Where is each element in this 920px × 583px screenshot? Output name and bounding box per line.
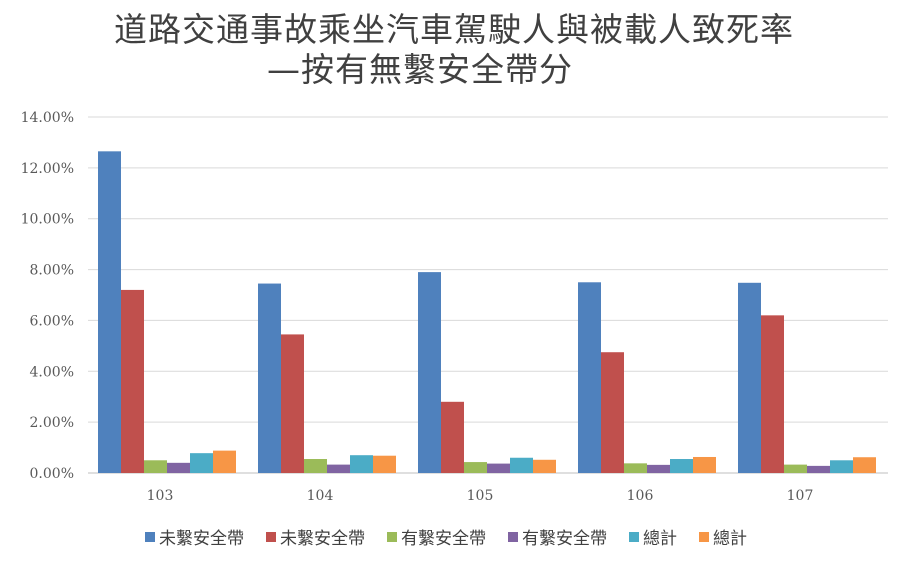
y-tick-label: 2.00%	[30, 415, 74, 431]
x-tick-label: 104	[307, 488, 334, 504]
x-tick-label: 106	[627, 488, 654, 504]
chart-title-main: 道路交通事故乘坐汽車駕駛人與被載人致死率	[114, 10, 794, 49]
bar-107-series-1	[738, 282, 761, 473]
legend-label: 總計	[643, 529, 677, 549]
chart-title: 道路交通事故乘坐汽車駕駛人與被載人致死率 —按有無繫安全帶分	[0, 10, 920, 90]
legend-label: 未繫安全帶	[280, 529, 365, 549]
chart-subtitle: —按有無繫安全帶分	[267, 50, 573, 89]
legend-swatch	[266, 531, 276, 542]
bar-106-series-3	[624, 463, 647, 473]
bar-103-series-3	[144, 460, 167, 473]
bar-105-series-6	[533, 459, 556, 473]
bar-105-series-2	[441, 401, 464, 473]
bar-104-series-2	[281, 334, 304, 473]
bar-103-series-5	[190, 453, 213, 473]
bar-106-series-2	[601, 352, 624, 473]
legend-label: 未繫安全帶	[159, 529, 244, 549]
x-tick-label: 103	[147, 488, 174, 504]
bar-107-series-5	[830, 460, 853, 473]
legend-label: 總計	[713, 529, 747, 549]
bar-105-series-4	[487, 463, 510, 473]
legend-item: 未繫安全帶	[266, 524, 365, 549]
chart-legend: 未繫安全帶 未繫安全帶 有繫安全帶 有繫安全帶 總計 總計	[145, 524, 769, 549]
bar-103-series-6	[213, 450, 236, 473]
y-tick-label: 10.00%	[21, 212, 74, 228]
bar-105-series-3	[464, 462, 487, 473]
legend-label: 有繫安全帶	[401, 529, 486, 549]
legend-item: 總計	[629, 524, 677, 549]
bar-104-series-4	[327, 464, 350, 473]
bar-107-series-6	[853, 457, 876, 473]
y-tick-label: 0.00%	[30, 466, 74, 482]
y-tick-label: 4.00%	[30, 364, 74, 380]
legend-item: 總計	[699, 524, 747, 549]
legend-label: 有繫安全帶	[522, 529, 607, 549]
bar-107-series-3	[784, 464, 807, 473]
legend-item: 未繫安全帶	[145, 524, 244, 549]
legend-swatch	[508, 531, 518, 542]
bar-104-series-3	[304, 459, 327, 473]
bar-107-series-4	[807, 465, 830, 473]
legend-swatch	[629, 531, 639, 542]
legend-swatch	[699, 531, 709, 542]
y-tick-label: 8.00%	[30, 263, 74, 279]
y-tick-label: 14.00%	[21, 110, 74, 126]
bar-104-series-6	[373, 455, 396, 473]
legend-item: 有繫安全帶	[508, 524, 607, 549]
legend-swatch	[387, 531, 397, 542]
bar-106-series-5	[670, 459, 693, 473]
bar-107-series-2	[761, 315, 784, 473]
x-tick-label: 107	[787, 488, 814, 504]
bar-104-series-1	[258, 283, 281, 473]
bar-103-series-1	[98, 151, 121, 474]
bar-103-series-4	[167, 462, 190, 473]
bar-105-series-1	[418, 272, 441, 473]
bar-106-series-1	[578, 282, 601, 473]
bar-104-series-5	[350, 455, 373, 473]
x-tick-label: 105	[467, 488, 494, 504]
y-tick-label: 12.00%	[21, 161, 74, 177]
bar-105-series-5	[510, 457, 533, 473]
legend-swatch	[145, 531, 155, 542]
y-tick-label: 6.00%	[30, 313, 74, 329]
legend-item: 有繫安全帶	[387, 524, 486, 549]
bar-103-series-2	[121, 289, 144, 473]
bar-106-series-4	[647, 464, 670, 473]
bar-106-series-6	[693, 456, 716, 473]
